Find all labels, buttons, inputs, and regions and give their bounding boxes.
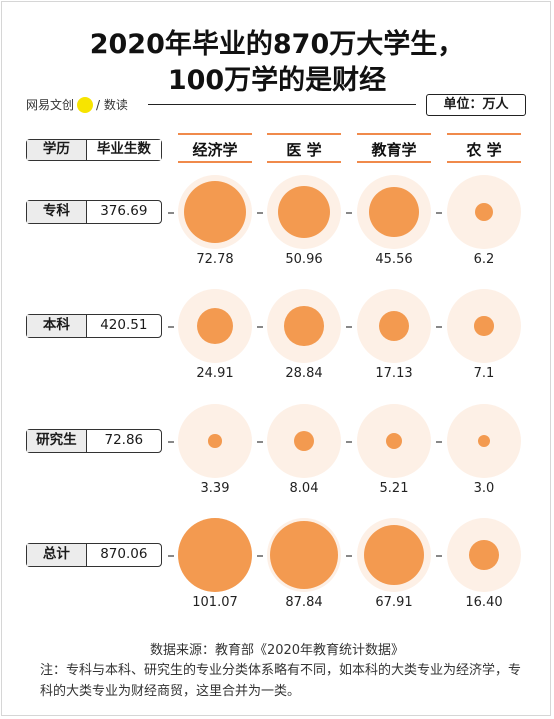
row-label: 本科 [27,315,87,337]
row-total: 72.86 [104,432,144,448]
bubble-value-label: 72.78 [196,252,234,267]
column-header-4: 农 学 [466,141,502,159]
bubble-value-label: 3.0 [473,481,495,496]
row-total: 870.06 [100,546,148,562]
bubble-value-label: 17.13 [375,366,413,381]
connector-dash [346,555,352,557]
bubble-mark [378,310,410,342]
connector-dash [256,441,263,443]
row-label: 专科 [27,201,87,223]
connector-dash [168,326,174,328]
connector-dash [436,441,442,443]
connector-dash [346,441,352,443]
row-label-box: 总计 870.06 [26,543,162,567]
connector-dash [436,326,442,328]
bubble-mark [196,307,234,345]
row-total: 420.51 [100,317,148,333]
connector-dash [346,326,352,328]
column-header-line [267,161,341,163]
header-divider [148,104,416,105]
bubble-mark [284,306,324,346]
bubble-mark [363,524,425,586]
column-header-line [178,133,252,135]
header-degree: 学历 [27,140,87,160]
bubble-value-label: 5.21 [379,481,409,496]
brand-suffix: / 数读 [96,98,128,112]
column-header-line [178,161,252,163]
column-header-line [267,133,341,135]
column-header-line [357,161,431,163]
bubble-value-label: 24.91 [196,366,234,381]
bubble-value-label: 6.2 [473,252,495,267]
brand: 网易文创 / 数读 [26,96,128,113]
table-header: 学历 毕业生数 [26,139,162,161]
bubble-value-label: 3.39 [200,481,230,496]
bubble-mark [183,180,247,244]
row-label: 总计 [27,544,87,566]
bubble-value-label: 67.91 [375,595,413,610]
column-header-line [447,133,521,135]
title-line-1: 2020年毕业的870万大学生， [89,29,465,60]
bubble-mark [178,518,252,592]
connector-dash [168,212,174,214]
bubble-mark [385,432,403,450]
column-header-2: 医 学 [286,141,322,159]
connector-dash [256,212,263,214]
bubble-value-label: 28.84 [285,366,323,381]
bubble-value-label: 45.56 [375,252,413,267]
column-header-line [447,161,521,163]
bubble-value-label: 8.04 [289,481,319,496]
bubble-value-label: 87.84 [285,595,323,610]
unit-label: 单位：万人 [426,94,526,116]
brand-name: 网易文创 [26,98,75,112]
bubble-mark [293,430,315,452]
connector-dash [256,326,263,328]
footnote: 注：专科与本科、研究生的专业分类体系略有不同，如本科的大类专业为经济学，专科的大… [40,663,522,699]
bubble-mark [208,434,222,448]
bubble-mark [269,520,339,590]
title-line-2: 100万学的是财经 [167,65,387,96]
bubble-value-label: 7.1 [473,366,495,381]
bubble-value-label: 50.96 [285,252,323,267]
row-label-box: 专科 376.69 [26,200,162,224]
bubble-mark [369,187,419,237]
connector-dash [168,555,174,557]
row-total: 376.69 [100,203,148,219]
bubble-value-label: 16.40 [465,595,503,610]
connector-dash [436,212,442,214]
connector-dash [436,555,442,557]
brand-logo-icon [77,96,94,113]
row-label: 研究生 [27,430,87,452]
bubble-value-label: 101.07 [192,595,238,610]
connector-dash [168,441,174,443]
bubble-mark [277,185,331,239]
connector-dash [256,555,263,557]
bubble-mark [469,540,499,570]
data-source: 数据来源：教育部《2020年教育统计数据》 [149,643,405,658]
bubble-mark [477,434,491,448]
bubble-mark [474,202,494,222]
bubble-mark [474,316,494,336]
column-header-line [357,133,431,135]
header-graduates: 毕业生数 [86,140,161,160]
column-header-3: 教育学 [371,141,417,159]
connector-dash [346,212,352,214]
column-header-1: 经济学 [192,141,238,159]
row-label-box: 研究生 72.86 [26,429,162,453]
row-label-box: 本科 420.51 [26,314,162,338]
